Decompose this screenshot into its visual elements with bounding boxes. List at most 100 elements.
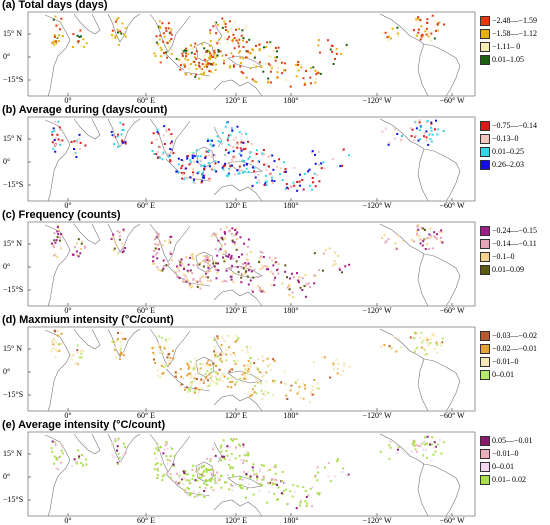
anomaly-cell [192,464,195,467]
anomaly-cell [247,259,250,262]
anomaly-cell [275,261,278,264]
anomaly-cell [160,364,163,367]
anomaly-cell [336,368,339,370]
anomaly-cell [187,59,190,62]
anomaly-cell [51,440,54,443]
coastline [417,358,429,412]
anomaly-cell [198,473,201,476]
anomaly-cell [256,480,259,482]
anomaly-cell [231,380,234,383]
anomaly-cell [183,178,186,181]
anomaly-cell [171,447,174,450]
anomaly-cell [257,285,259,288]
anomaly-cell [162,151,165,154]
anomaly-cell [54,348,57,351]
anomaly-cell [276,268,279,270]
anomaly-cell [233,65,235,68]
anomaly-cell [77,238,80,241]
legend-swatch [480,239,490,249]
panel-title: (a) Total days (days) [2,0,108,11]
anomaly-cell [252,276,255,279]
anomaly-cell [425,338,428,341]
anomaly-cell [181,55,184,57]
lon-label: −60° W [439,411,465,420]
anomaly-cell [167,153,170,156]
anomaly-cell [199,262,202,265]
anomaly-cell [162,452,165,455]
coastline [213,499,263,517]
anomaly-cell [259,256,262,259]
anomaly-cell [218,478,221,481]
anomaly-cell [191,478,194,481]
anomaly-cell [207,161,210,164]
anomaly-cell [158,25,160,28]
anomaly-cell [261,153,264,156]
anomaly-cell [247,372,250,375]
anomaly-cell [201,275,204,278]
anomaly-cell [274,47,277,49]
anomaly-cell [53,462,55,465]
anomaly-cell [320,167,323,170]
anomaly-cell [249,476,252,479]
anomaly-cell [166,471,169,474]
anomaly-cell [163,149,166,151]
anomaly-cell [156,444,159,447]
anomaly-cell [283,370,286,373]
anomaly-cell [295,63,297,66]
anomaly-cell [169,241,172,244]
anomaly-cell [209,468,212,471]
lon-label: −120° W [362,201,392,210]
anomaly-cell [193,178,195,181]
anomaly-cell [417,139,420,142]
anomaly-cell [431,247,434,250]
anomaly-cell [198,64,200,67]
anomaly-cell [410,135,413,138]
anomaly-cell [286,186,289,189]
anomaly-cell [206,370,209,373]
anomaly-cell [182,279,185,282]
anomaly-cell [318,492,321,495]
legend-swatch [480,29,490,39]
anomaly-cell [256,376,259,379]
anomaly-cell [185,59,188,62]
anomaly-cell [245,270,247,273]
coastline [73,433,101,455]
anomaly-cell [314,81,317,84]
anomaly-cell [208,50,211,53]
anomaly-cell [264,390,267,393]
anomaly-cell [234,457,237,460]
anomaly-cell [122,123,125,126]
anomaly-cell [121,242,124,245]
anomaly-cell [82,464,84,467]
anomaly-cell [232,466,235,469]
legend-label: 0.05—−0.01 [492,436,533,445]
anomaly-cell [296,189,299,192]
anomaly-cell [435,343,438,346]
anomaly-cell [220,486,223,489]
anomaly-cell [207,270,210,273]
anomaly-cell [396,133,399,135]
anomaly-cell [286,286,289,289]
anomaly-cell [203,470,206,473]
anomaly-cell [202,265,205,268]
anomaly-cell [283,481,286,484]
anomaly-cell [232,352,235,355]
anomaly-cell [276,76,279,79]
anomaly-cell [200,465,203,468]
anomaly-cell [238,165,241,168]
anomaly-cell [202,73,205,76]
anomaly-cell [251,78,254,81]
anomaly-cell [430,140,433,143]
anomaly-cell [165,455,168,458]
map-frame [27,221,476,307]
anomaly-cell [236,143,239,146]
anomaly-cell [234,383,237,386]
anomaly-cell [117,252,120,255]
anomaly-cell [214,266,217,269]
anomaly-cell [417,445,420,447]
anomaly-cell [117,331,119,334]
anomaly-cell [313,252,316,255]
anomaly-cell [311,150,314,153]
anomaly-cell [388,457,391,460]
anomaly-cell [220,444,223,447]
